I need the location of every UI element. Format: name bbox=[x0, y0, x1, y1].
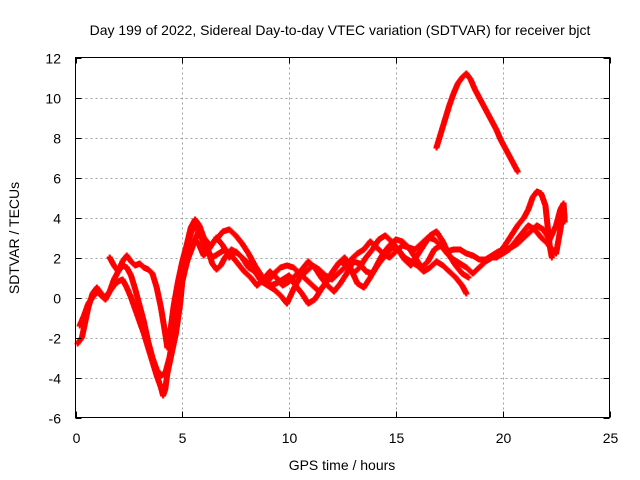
x-tick-label: 20 bbox=[496, 430, 512, 446]
plot-frame bbox=[75, 57, 610, 418]
series-track-5 bbox=[433, 70, 521, 175]
data-point bbox=[465, 274, 472, 281]
y-tick-label: -6 bbox=[49, 411, 62, 427]
y-tick-label: -4 bbox=[49, 371, 62, 387]
x-tick-label: 15 bbox=[389, 430, 405, 446]
x-tick-label: 5 bbox=[179, 430, 187, 446]
series-track-2 bbox=[76, 220, 470, 379]
series-track-6 bbox=[486, 206, 568, 261]
x-tick-label: 0 bbox=[73, 430, 81, 446]
y-tick-label: 8 bbox=[53, 131, 61, 147]
y-tick-label: 6 bbox=[53, 171, 61, 187]
ticks-layer: 0 5 10 15 20 25 -6 -4 -2 0 2 4 6 8 10 12 bbox=[45, 51, 618, 447]
data-point bbox=[561, 214, 568, 221]
y-tick-label: 12 bbox=[45, 51, 61, 67]
y-tick-label: 4 bbox=[53, 211, 61, 227]
y-tick-label: 0 bbox=[53, 291, 61, 307]
data-point bbox=[514, 168, 521, 175]
y-tick-label: 10 bbox=[45, 91, 61, 107]
series-track-4 bbox=[183, 226, 472, 307]
series-track-1 bbox=[74, 200, 568, 399]
data-point bbox=[463, 290, 470, 297]
data-point bbox=[548, 254, 555, 261]
chart-title: Day 199 of 2022, Sidereal Day-to-day VTE… bbox=[90, 22, 591, 38]
y-axis-label: SDTVAR / TECUs bbox=[6, 182, 22, 294]
series-track-3 bbox=[106, 188, 555, 351]
y-tick-label: 2 bbox=[53, 251, 61, 267]
x-tick-label: 10 bbox=[282, 430, 298, 446]
x-axis-label: GPS time / hours bbox=[289, 457, 396, 473]
x-tick-label: 25 bbox=[603, 430, 619, 446]
y-tick-label: -2 bbox=[49, 331, 62, 347]
data-points bbox=[74, 70, 568, 399]
